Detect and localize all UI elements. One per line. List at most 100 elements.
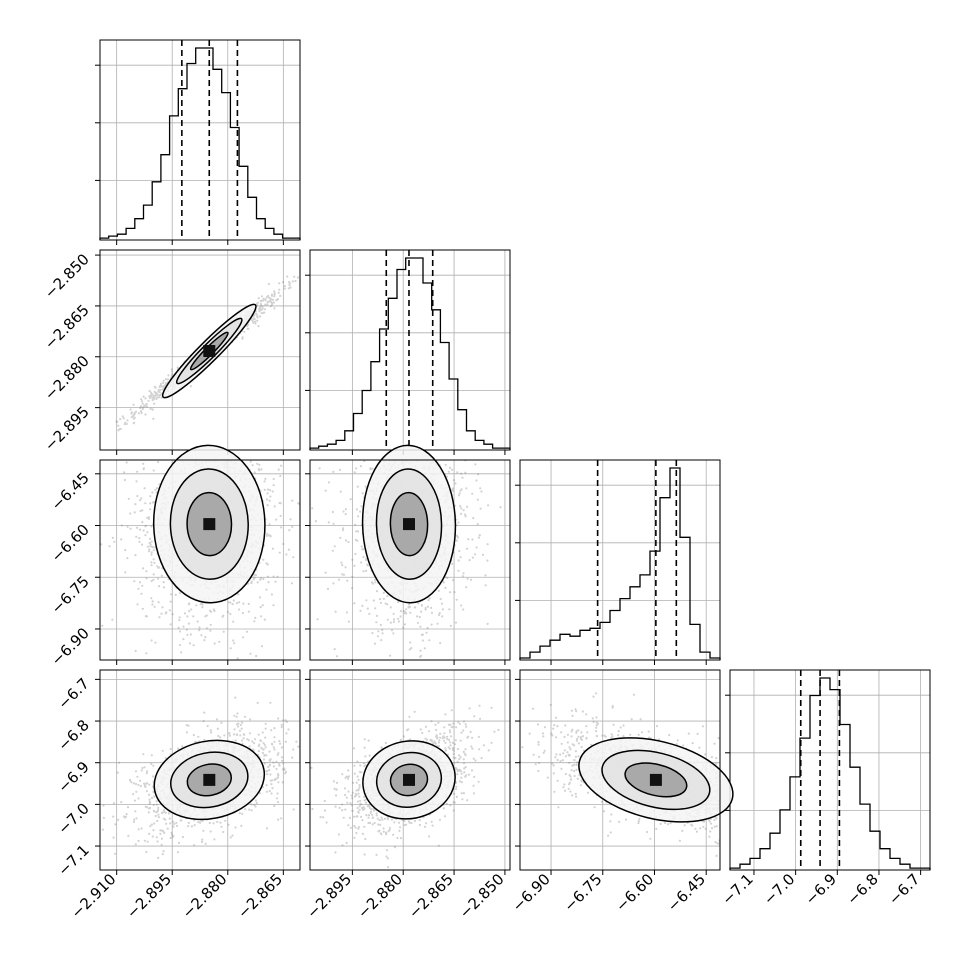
sample-point: [279, 514, 282, 518]
sample-point: [284, 772, 287, 775]
sample-point: [446, 735, 449, 738]
sample-point: [420, 610, 423, 613]
sample-point: [260, 299, 263, 302]
sample-point: [151, 408, 154, 411]
sample-point: [146, 531, 149, 534]
sample-point: [403, 612, 406, 615]
sample-point: [241, 336, 244, 339]
sample-point: [439, 642, 442, 645]
sample-point: [279, 742, 282, 745]
sample-point: [270, 742, 274, 746]
sample-point: [318, 467, 321, 470]
sample-point: [168, 817, 171, 820]
sample-point: [132, 422, 135, 425]
sample-point: [265, 754, 268, 757]
sample-point: [272, 301, 275, 304]
sample-point: [212, 822, 215, 825]
sample-point: [157, 856, 160, 860]
sample-point: [332, 522, 335, 525]
sample-point: [437, 589, 440, 592]
sample-point: [354, 538, 357, 542]
sample-point: [117, 429, 120, 432]
sample-point: [266, 773, 269, 776]
sample-point: [115, 420, 118, 423]
sample-point: [288, 280, 291, 284]
sample-point: [145, 615, 148, 618]
sample-point: [127, 497, 130, 500]
sample-point: [397, 617, 400, 620]
sample-point: [331, 549, 334, 552]
sample-point: [341, 527, 345, 530]
sample-point: [134, 810, 137, 813]
sample-point: [379, 601, 383, 604]
sample-point: [264, 746, 267, 749]
sample-point: [278, 282, 281, 285]
sample-point: [270, 294, 274, 297]
sample-point: [382, 591, 385, 595]
sample-point: [139, 779, 142, 782]
sample-point: [137, 828, 140, 831]
sample-point: [265, 790, 269, 793]
sample-point: [143, 784, 146, 787]
sample-point: [465, 725, 468, 728]
sample-point: [155, 396, 158, 400]
sample-point: [249, 460, 252, 463]
sample-point: [357, 515, 360, 518]
sample-point: [356, 800, 360, 803]
sample-point: [150, 561, 153, 564]
sample-point: [259, 307, 262, 310]
sample-point: [451, 489, 455, 492]
sample-point: [287, 287, 290, 290]
sample-point: [164, 378, 167, 381]
sample-point: [373, 642, 377, 645]
sample-point: [126, 557, 129, 560]
sample-point: [253, 620, 256, 623]
sample-point: [170, 831, 173, 834]
sample-point: [237, 593, 240, 596]
sample-point: [382, 830, 385, 833]
sample-point: [285, 732, 288, 735]
sample-point: [172, 834, 175, 838]
sample-point: [269, 297, 272, 300]
sample-point: [150, 762, 153, 766]
sample-point: [229, 647, 232, 650]
sample-point: [275, 797, 278, 800]
sample-point: [151, 393, 154, 396]
sample-point: [111, 536, 114, 540]
sample-point: [202, 829, 205, 832]
sample-point: [265, 296, 269, 299]
sample-point: [269, 489, 272, 492]
sample-point: [147, 807, 151, 810]
sample-point: [407, 606, 410, 609]
sample-point: [152, 397, 156, 400]
sample-point: [478, 748, 481, 751]
sample-point: [289, 518, 292, 521]
sample-point: [271, 298, 274, 301]
sample-point: [347, 540, 350, 544]
sample-point: [134, 410, 138, 413]
sample-point: [444, 463, 447, 466]
sample-point: [272, 761, 275, 764]
sample-point: [463, 513, 467, 516]
sample-point: [264, 299, 267, 302]
sample-point: [269, 305, 272, 308]
sample-point: [139, 509, 142, 513]
sample-point: [150, 639, 153, 642]
sample-point: [275, 777, 278, 780]
sample-point: [177, 841, 181, 845]
sample-point: [151, 408, 154, 411]
sample-point: [365, 569, 368, 573]
sample-point: [454, 621, 458, 624]
sample-point: [150, 579, 153, 583]
sample-point: [358, 808, 361, 812]
sample-point: [468, 559, 471, 562]
sample-point: [347, 620, 350, 623]
sample-point: [486, 622, 489, 626]
sample-point: [284, 740, 287, 743]
sample-point: [359, 609, 362, 613]
sample-point: [178, 616, 181, 619]
sample-point: [260, 468, 263, 471]
sample-point: [277, 774, 280, 777]
sample-point: [112, 836, 115, 839]
sample-point: [151, 600, 154, 603]
